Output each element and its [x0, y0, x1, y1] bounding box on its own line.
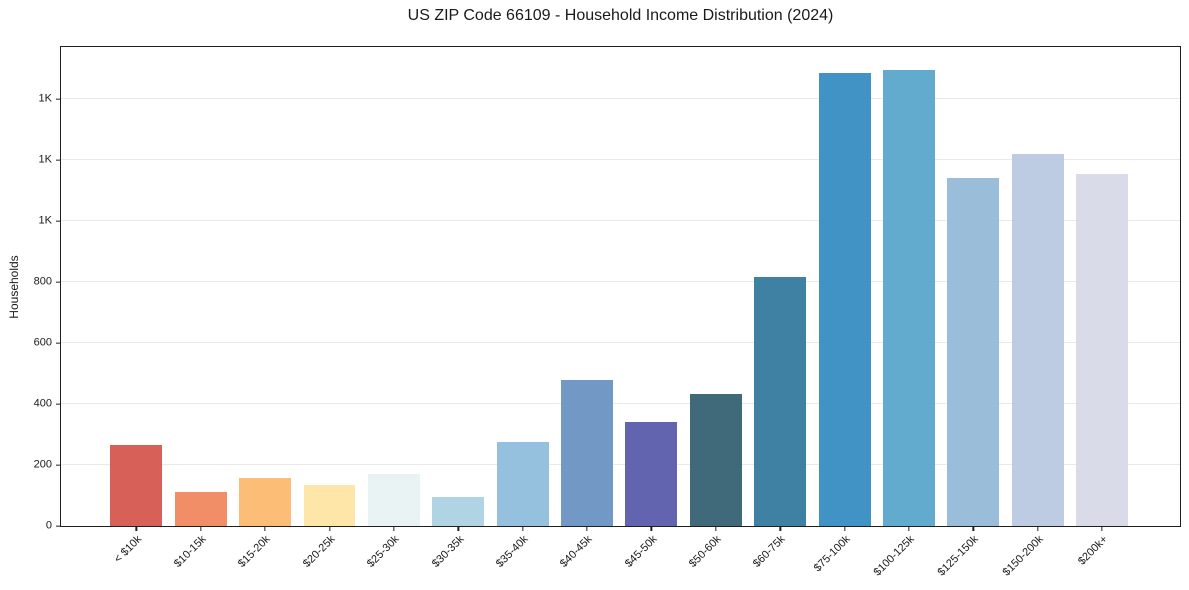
- bar: [239, 478, 292, 526]
- bar: [561, 379, 613, 526]
- gridline: [61, 280, 1180, 282]
- y-tick-mark: [56, 159, 61, 161]
- x-tick-label: $30-35k: [429, 533, 467, 570]
- y-tick-mark: [56, 342, 61, 344]
- y-tick-mark: [56, 281, 61, 283]
- bar: [883, 69, 935, 526]
- plot-area: 0 200 400 600 800 1K 1K 1K < $10k $10-15k $15-20k…: [34, 46, 1181, 579]
- y-axis-label: Households: [7, 255, 21, 319]
- y-tick-mark: [56, 220, 61, 222]
- bar: [496, 441, 549, 526]
- x-tick-label: $125-150k: [935, 533, 982, 579]
- x-tick-label: $10-15k: [171, 533, 209, 570]
- y-tick-mark: [56, 525, 61, 527]
- x-tick-mark: [586, 526, 588, 531]
- bar: [303, 484, 356, 526]
- x-tick-label: $35-40k: [493, 533, 531, 570]
- chart-title: US ZIP Code 66109 - Household Income Dis…: [407, 7, 834, 24]
- bar: [818, 72, 871, 526]
- y-tick-label: 800: [33, 275, 52, 288]
- gridline: [61, 402, 1180, 404]
- y-tick-label: 200: [33, 458, 52, 471]
- x-tick-label: $75-100k: [811, 533, 853, 575]
- x-tick-mark: [457, 526, 459, 531]
- x-tick-mark: [908, 526, 910, 531]
- bar: [1011, 153, 1064, 526]
- x-tick-label: $25-30k: [365, 533, 402, 570]
- y-tick-label: 600: [33, 336, 52, 349]
- x-tick-label: $40-45k: [558, 533, 595, 570]
- x-tick-mark: [264, 526, 266, 531]
- y-tick-mark: [56, 98, 61, 100]
- y-tick-label: 1K: [38, 92, 52, 105]
- y-tick-label: 1K: [38, 214, 52, 227]
- x-tick-mark: [522, 526, 524, 531]
- x-tick-mark: [1101, 526, 1103, 531]
- gridline: [61, 97, 1180, 99]
- x-tick-mark: [393, 526, 395, 531]
- x-tick-label: $15-20k: [236, 533, 273, 570]
- x-tick-mark: [1037, 526, 1039, 531]
- x-tick-label: $45-50k: [622, 533, 660, 570]
- gridline: [61, 463, 1180, 465]
- x-tick-label: $60-75k: [751, 533, 788, 570]
- x-tick-label: $200k+: [1075, 533, 1110, 568]
- y-tick-label: 0: [45, 519, 52, 532]
- x-tick-mark: [135, 526, 138, 531]
- x-tick-mark: [843, 526, 846, 531]
- bar: [689, 393, 742, 526]
- x-tick-label: $150-200k: [1000, 533, 1046, 579]
- x-tick-mark: [200, 526, 202, 531]
- bar: [754, 277, 807, 526]
- x-tick-label: $50-60k: [687, 533, 724, 570]
- bar: [110, 445, 163, 526]
- bar: [625, 421, 678, 526]
- bar: [174, 491, 227, 526]
- x-tick-mark: [328, 526, 331, 531]
- x-tick-label: $100-125k: [871, 533, 917, 579]
- x-tick-mark: [715, 526, 717, 531]
- y-tick-mark: [56, 464, 61, 466]
- y-tick-label: 1K: [38, 153, 52, 166]
- bar: [432, 496, 485, 526]
- gridline: [61, 341, 1180, 343]
- x-tick-label: < $10k: [112, 533, 145, 566]
- bar: [367, 473, 420, 526]
- gridline: [61, 219, 1180, 221]
- x-tick-mark: [650, 526, 653, 531]
- x-tick-label: $20-25k: [300, 533, 338, 570]
- x-tick-mark: [972, 526, 975, 531]
- gridline: [61, 158, 1180, 160]
- y-tick-label: 400: [33, 397, 52, 410]
- y-tick-mark: [56, 403, 61, 405]
- bar: [947, 178, 1000, 526]
- bar: [1076, 173, 1129, 526]
- x-tick-mark: [779, 526, 781, 531]
